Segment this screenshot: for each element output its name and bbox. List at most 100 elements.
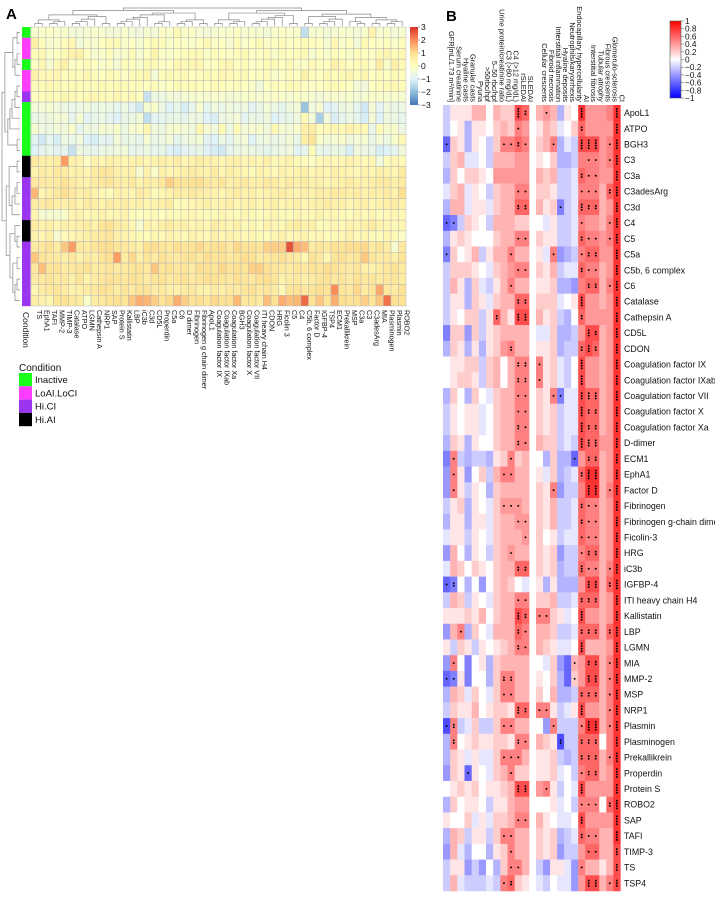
heatmap-a-cell	[75, 166, 84, 178]
heatmap-a-cell	[105, 101, 114, 114]
heatmap-a-cell	[375, 166, 384, 178]
significance-star	[587, 477, 590, 480]
heatmap-a-cell	[308, 295, 317, 307]
significance-star	[517, 612, 520, 615]
heatmap-a-cell	[150, 176, 159, 189]
significance-star	[594, 490, 597, 493]
heatmap-b-cell	[564, 466, 572, 483]
heatmap-a-cell	[53, 91, 62, 103]
heatmap-a-cell	[383, 252, 392, 264]
significance-star	[517, 645, 520, 647]
heatmap-a-cell	[218, 241, 227, 253]
heatmap-b-cell	[478, 450, 487, 467]
heatmap-a-cell	[210, 48, 219, 60]
significance-star	[552, 253, 555, 256]
heatmap-b-cell	[578, 702, 586, 719]
significance-star	[587, 742, 590, 744]
heatmap-b-cell	[500, 120, 508, 137]
heatmap-a-cell	[353, 230, 362, 242]
heatmap-b-cell	[592, 403, 600, 420]
heatmap-a-cell	[353, 134, 362, 146]
heatmap-b-cell	[543, 560, 551, 577]
heatmap-a-cell	[233, 273, 242, 285]
heatmap-b-cell	[486, 702, 494, 719]
heatmap-b-cell	[500, 513, 508, 530]
heatmap-b-cell	[543, 576, 551, 593]
significance-star	[615, 752, 618, 755]
heatmap-b-cell	[599, 246, 607, 263]
heatmap-a-cell	[225, 155, 234, 167]
heatmap-a-cell	[383, 187, 392, 199]
heatmap-a-cell	[263, 155, 272, 167]
significance-star	[580, 406, 583, 409]
heatmap-a-cell	[83, 284, 92, 296]
heatmap-a-cell	[315, 91, 324, 103]
heatmap-a-cell	[60, 134, 69, 146]
significance-star	[615, 314, 618, 317]
significance-star	[587, 694, 590, 697]
heatmap-a-cell	[263, 48, 272, 60]
significance-star	[510, 676, 513, 679]
significance-star	[615, 789, 618, 792]
significance-star	[580, 650, 583, 653]
heatmap-a-cell	[30, 241, 39, 253]
heatmap-b-cell	[471, 733, 480, 750]
significance-star	[594, 663, 597, 666]
significance-star	[594, 504, 597, 507]
heatmap-b-cell	[457, 419, 465, 436]
heatmap-b-cell	[457, 387, 465, 404]
heatmap-a-cell	[210, 26, 219, 38]
heatmap-b-cell	[557, 592, 565, 609]
heatmap-b-cell	[443, 875, 451, 892]
heatmap-a-cell	[225, 284, 234, 296]
significance-star	[587, 487, 590, 490]
heatmap-b-cell	[493, 560, 501, 577]
heatmap-a-cell	[128, 198, 137, 210]
heatmap-a-cell	[30, 166, 39, 178]
heatmap-b-cell	[606, 325, 614, 342]
heatmap-b-cell	[471, 529, 480, 546]
heatmap-a-column-label: MMP-2	[58, 310, 67, 333]
heatmap-b-row-label: C6	[624, 281, 635, 291]
heatmap-a-cell	[285, 58, 294, 71]
heatmap-a-cell	[90, 26, 99, 38]
heatmap-a-cell	[53, 187, 62, 199]
heatmap-a-cell	[375, 37, 384, 49]
heatmap-a-cell	[368, 155, 377, 167]
heatmap-a-column-label: C3a	[358, 310, 367, 323]
colorbar-b-tick-label: −0.4	[685, 70, 702, 80]
heatmap-a-cell	[143, 26, 152, 38]
heatmap-a-cell	[308, 155, 317, 167]
heatmap-a-cell	[308, 112, 317, 124]
significance-star	[594, 677, 597, 680]
significance-star	[615, 375, 618, 378]
heatmap-a-cell	[165, 134, 174, 146]
heatmap-a-cell	[143, 262, 152, 275]
heatmap-b-cell	[578, 828, 586, 845]
significance-star	[615, 267, 618, 270]
heatmap-a-cell	[300, 134, 309, 146]
significance-star	[587, 159, 590, 161]
heatmap-a-cell	[278, 198, 287, 210]
heatmap-a-cell	[240, 262, 249, 275]
heatmap-a-cell	[338, 187, 347, 199]
significance-star	[615, 210, 618, 213]
colorbar-b-tick-label: −1	[685, 93, 695, 103]
significance-star	[580, 128, 583, 131]
condition-cell	[22, 209, 31, 221]
significance-star	[524, 269, 527, 272]
heatmap-a-cell	[360, 219, 369, 232]
heatmap-b-row-label: ROBO2	[624, 800, 655, 810]
heatmap-a-cell	[383, 176, 392, 189]
heatmap-a-cell	[98, 134, 107, 146]
heatmap-b-cell	[486, 309, 494, 326]
heatmap-b-cell	[478, 608, 487, 625]
heatmap-b-cell	[571, 749, 579, 766]
heatmap-b-cell	[507, 560, 515, 577]
significance-star	[580, 772, 583, 775]
heatmap-a-cell	[285, 284, 294, 296]
heatmap-b-cell	[564, 482, 572, 499]
significance-star	[524, 616, 527, 619]
significance-star	[587, 237, 590, 240]
heatmap-a-cell	[390, 134, 399, 146]
